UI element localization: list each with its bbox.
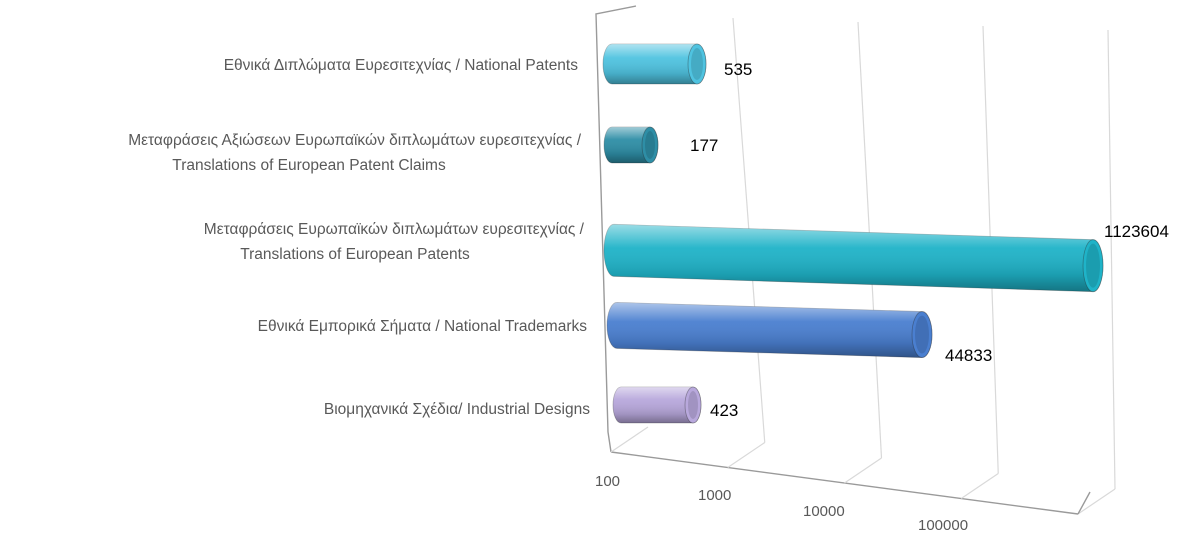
floor-gridline [727,442,766,468]
bar-end-cap [684,386,702,424]
bar-end-cap [1082,239,1104,293]
data-labels: 535 177 1123604 44833 423 [690,60,1169,420]
category-label: Translations of European Patent Claims [172,157,446,174]
bar-end-cap [641,126,659,164]
x-tick-label: 100000 [918,517,968,534]
x-tick-label: 10000 [803,503,845,520]
data-label: 423 [710,401,738,420]
data-label: 1123604 [1104,222,1169,241]
bars [602,43,1104,424]
wall-gridline [1107,29,1116,490]
x-tick-label: 100 [595,473,620,490]
data-label: 177 [690,136,718,155]
bar [603,126,659,164]
bar-end-cap-shade [915,315,929,354]
left-wall-edge [595,5,637,453]
category-label: Μεταφράσεις Αξιώσεων Ευρωπαϊκών διπλωμάτ… [128,132,581,149]
category-labels: Εθνικά Διπλώματα Ευρεσιτεχνίας / Nationa… [128,57,590,418]
bar [602,43,707,85]
category-label: Translations of European Patents [240,246,470,263]
category-label: Εθνικά Διπλώματα Ευρεσιτεχνίας / Nationa… [224,57,579,74]
bar-shading [604,224,1103,292]
floor-gridline [610,426,649,453]
floor-right-edge [1077,491,1091,515]
floor-gridline [960,473,999,499]
floor-gridline [1077,488,1116,515]
bar [606,302,933,358]
bar-end-cap-shade [645,131,655,159]
bar-shading [603,44,706,84]
bar [603,223,1104,293]
bar-end-cap-shade [1086,243,1100,288]
bar-end-cap-shade [688,391,698,419]
x-tick-label: 1000 [698,487,731,504]
category-label: Βιομηχανικά Σχέδια/ Industrial Designs [324,401,590,418]
bar-end-cap [911,311,933,358]
data-label: 535 [724,60,752,79]
bar-shading [613,387,701,423]
category-label: Εθνικά Εμπορικά Σήματα / National Tradem… [258,318,588,335]
bar-shading [607,302,933,358]
x-axis-tick-labels: 100 1000 10000 100000 [595,473,968,534]
bar [612,386,702,424]
bar-end-cap-shade [691,48,703,80]
bar-end-cap [687,43,707,85]
category-label: Μεταφράσεις Ευρωπαϊκών διπλωμάτων ευρεσι… [204,221,585,238]
data-label: 44833 [945,346,992,365]
floor-gridline [844,457,882,484]
